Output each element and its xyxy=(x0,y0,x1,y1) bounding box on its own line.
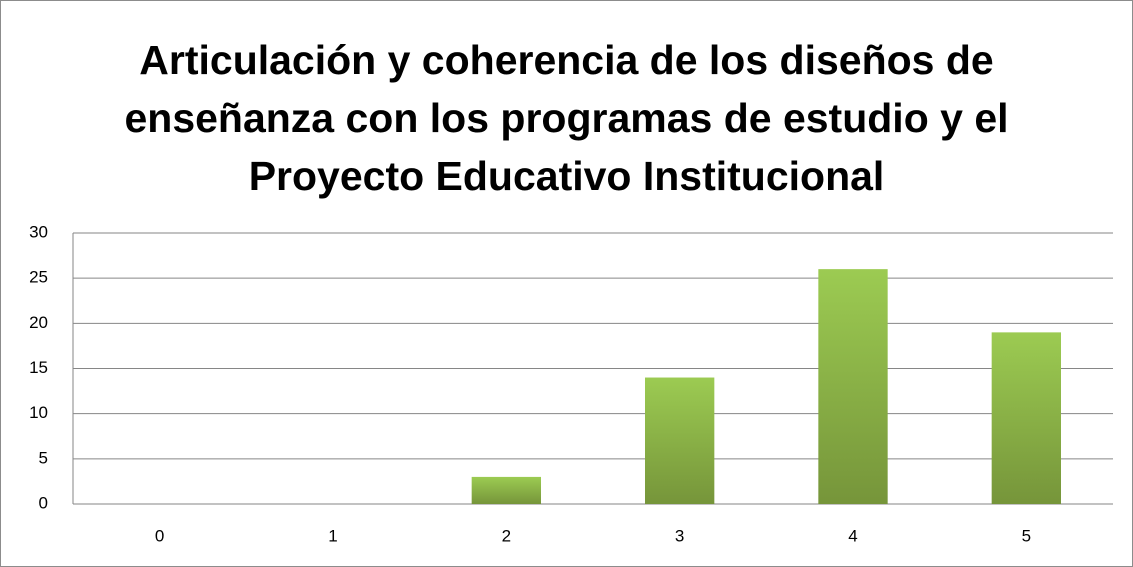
bar xyxy=(645,377,715,504)
bar xyxy=(471,476,541,504)
y-tick-label: 0 xyxy=(39,493,48,512)
y-tick-label: 15 xyxy=(29,358,48,377)
x-tick-label: 3 xyxy=(675,526,684,545)
x-tick-label: 0 xyxy=(155,526,164,545)
y-tick-label: 25 xyxy=(29,268,48,287)
y-tick-label: 10 xyxy=(29,403,48,422)
y-tick-label: 20 xyxy=(29,313,48,332)
chart-title: Articulación y coherencia de los diseños… xyxy=(124,37,1009,199)
x-tick-label: 5 xyxy=(1022,526,1031,545)
y-tick-label: 30 xyxy=(29,222,48,241)
bar xyxy=(991,332,1061,504)
x-tick-label: 1 xyxy=(328,526,337,545)
x-tick-label: 2 xyxy=(502,526,511,545)
y-tick-label: 5 xyxy=(39,448,48,467)
x-tick-label: 4 xyxy=(848,526,857,545)
bar xyxy=(818,269,888,504)
